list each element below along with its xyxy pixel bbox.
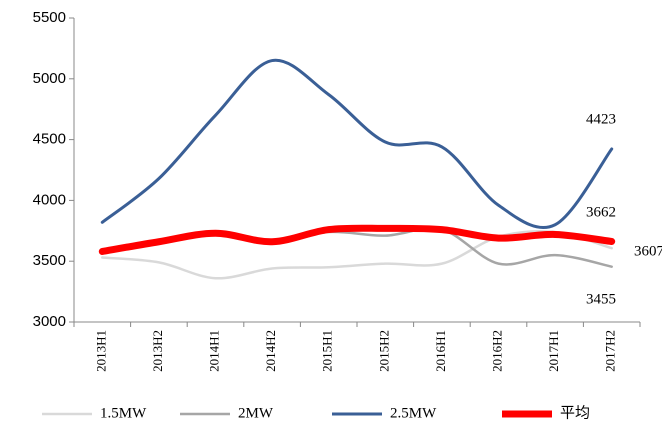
data-label: 3607 [634,243,662,259]
series-line [101,229,613,280]
x-tick-label: 2017H1 [546,330,561,372]
x-tick-label: 2014H1 [206,330,221,372]
data-label: 3455 [586,291,616,307]
legend-label: 2.5MW [390,405,437,421]
x-tick-label: 2013H2 [150,330,165,372]
x-tick-label: 2016H2 [489,330,504,372]
legend-label: 2MW [238,405,274,421]
x-tick-label: 2017H2 [603,330,618,372]
legend-label: 1.5MW [100,405,147,421]
y-tick-label: 4000 [33,191,66,208]
y-tick-label: 5500 [33,9,66,26]
x-tick-label: 2015H1 [320,330,335,372]
x-tick-label: 2013H1 [93,330,108,372]
series-line [98,224,616,255]
y-tick-label: 4500 [33,131,66,148]
y-tick-label: 3000 [33,313,66,330]
data-label: 3662 [586,204,616,220]
x-tick-label: 2016H1 [433,330,448,372]
x-tick-label: 2015H2 [376,330,391,372]
x-tick-label: 2014H2 [263,330,278,372]
y-tick-label: 5000 [33,70,66,87]
y-tick-label: 3500 [33,252,66,269]
series-line [100,58,614,230]
legend-label: 平均 [560,404,590,421]
data-label: 4423 [586,111,616,127]
